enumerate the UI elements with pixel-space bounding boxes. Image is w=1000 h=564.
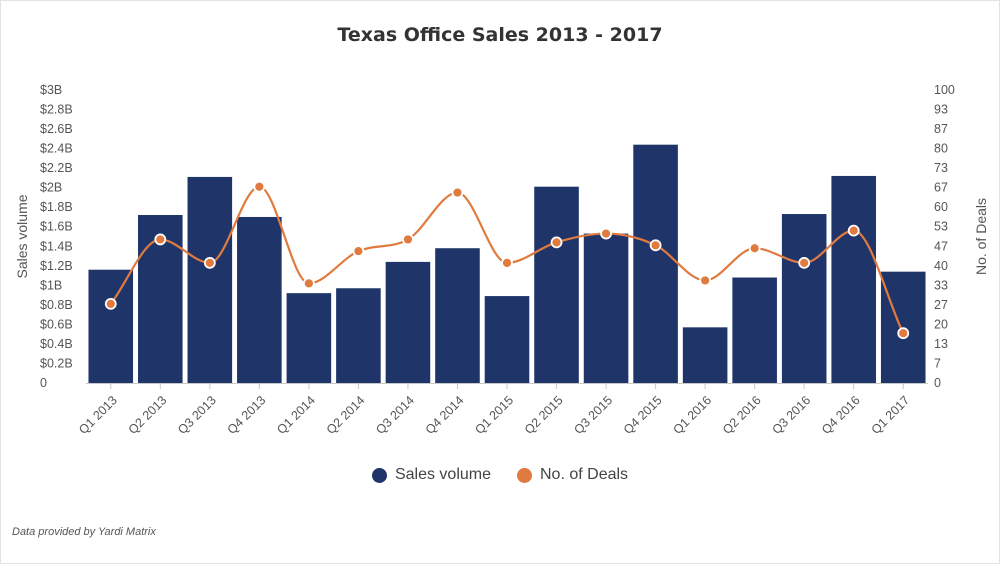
right-axis-tick-label: 27 (934, 298, 948, 312)
legend-item-no-of-deals[interactable]: No. of Deals (517, 466, 628, 484)
left-axis-tick-label: $2.6B (40, 122, 73, 136)
right-axis-tick-label: 53 (934, 220, 948, 234)
bar-sales-volume (781, 214, 827, 383)
x-axis-tick-label: Q2 2014 (324, 393, 368, 437)
right-axis-tick-label: 40 (934, 259, 948, 273)
right-axis-tick-label: 67 (934, 181, 948, 195)
legend-swatch-sales-volume (371, 467, 387, 483)
data-credit: Data provided by Yardi Matrix (12, 526, 156, 538)
line-no-of-deals (109, 185, 905, 334)
left-axis-tick-label: $0.6B (40, 317, 73, 331)
bar-sales-volume (682, 327, 728, 383)
point-no-of-deals (253, 180, 266, 193)
point-no-of-deals (154, 233, 167, 246)
left-axis-tick-label: $0.8B (40, 298, 73, 312)
point-no-of-deals (550, 236, 563, 249)
point-no-of-deals (600, 227, 612, 240)
left-axis-tick-label: $1B (40, 278, 62, 292)
point-no-of-deals (699, 274, 712, 287)
left-axis-tick-label: $1.2B (40, 259, 73, 273)
bar-sales-volume (633, 144, 678, 383)
left-axis-tick-label: $2B (40, 181, 62, 195)
x-axis-tick-label: Q4 2015 (621, 393, 665, 437)
right-axis-tick-label: 73 (934, 161, 948, 175)
bar-sales-volume (237, 216, 282, 383)
bar-sales-volume (484, 296, 530, 383)
right-axis-tick-label: 93 (934, 103, 948, 117)
legend: Sales volume No. of Deals (0, 466, 1000, 484)
x-axis-tick-label: Q1 2015 (472, 393, 516, 437)
right-axis-title: No. of Deals (973, 198, 989, 275)
left-axis-title: Sales volume (14, 194, 30, 278)
point-no-of-deals (203, 256, 216, 269)
legend-label-sales-volume: Sales volume (394, 466, 491, 483)
x-axis-tick-label: Q4 2013 (225, 393, 269, 437)
x-axis-tick-label: Q2 2013 (126, 393, 170, 437)
bar-sales-volume (336, 288, 381, 383)
right-axis-tick-label: 80 (934, 142, 948, 156)
legend-swatch-no-of-deals (517, 467, 532, 483)
bar-sales-volume (583, 233, 629, 383)
point-no-of-deals (748, 242, 761, 255)
point-no-of-deals (302, 277, 315, 290)
x-axis-tick-label: Q1 2013 (76, 393, 120, 437)
right-axis-tick-label: 60 (934, 200, 948, 214)
bar-sales-volume (732, 277, 777, 383)
left-axis-tick-label: $0.2B (40, 356, 73, 370)
point-no-of-deals (352, 245, 365, 258)
x-axis-tick-label: Q2 2016 (720, 393, 764, 437)
left-axis-tick-label: $3B (40, 83, 62, 97)
point-no-of-deals (897, 327, 910, 340)
x-axis-tick-label: Q3 2013 (175, 393, 219, 437)
left-axis-tick-label: $2.2B (40, 161, 73, 175)
bar-sales-volume (88, 269, 134, 383)
bar-sales-volume (385, 261, 431, 383)
bar-sales-volume (831, 175, 876, 383)
left-axis-tick-label: $0.4B (40, 337, 73, 351)
left-axis-tick-label: $1.6B (40, 220, 73, 234)
right-axis-tick-label: 100 (934, 83, 955, 97)
point-no-of-deals (451, 186, 464, 199)
point-no-of-deals (501, 256, 513, 269)
right-axis-tick-label: 87 (934, 122, 948, 136)
right-axis-tick-label: 33 (934, 278, 948, 292)
x-axis-tick-label: Q3 2016 (769, 393, 813, 437)
left-axis-tick-label: $2.8B (40, 103, 73, 117)
x-axis-tick-label: Q4 2014 (423, 393, 467, 437)
left-axis-tick-label: $1.8B (40, 200, 73, 214)
point-no-of-deals (798, 256, 811, 269)
right-axis-tick-label: 47 (934, 239, 948, 253)
point-no-of-deals (104, 297, 117, 310)
right-axis-tick-label: 20 (934, 317, 948, 331)
bar-sales-volume (534, 186, 579, 383)
legend-item-sales-volume[interactable]: Sales volume (371, 466, 491, 484)
x-axis-tick-label: Q1 2016 (670, 393, 714, 437)
x-axis-tick-label: Q4 2016 (819, 393, 863, 437)
x-axis-tick-label: Q3 2014 (373, 393, 417, 437)
legend-label-no-of-deals: No. of Deals (540, 466, 629, 483)
right-axis-tick-label: 0 (934, 376, 941, 390)
chart-title: Texas Office Sales 2013 - 2017 (337, 24, 663, 46)
point-no-of-deals (402, 233, 414, 246)
x-axis-tick-label: Q1 2014 (274, 393, 318, 437)
bar-sales-volume (286, 293, 332, 383)
point-no-of-deals (649, 239, 662, 252)
x-axis-tick-label: Q1 2017 (869, 393, 913, 437)
x-axis-tick-label: Q3 2015 (571, 393, 615, 437)
left-axis-tick-label: $1.4B (40, 239, 73, 253)
x-axis-tick-label: Q2 2015 (522, 393, 566, 437)
point-no-of-deals (847, 224, 860, 237)
left-axis-tick-label: $2.4B (40, 142, 73, 156)
bar-sales-volume (187, 176, 233, 383)
left-axis-tick-label: 0 (40, 376, 47, 390)
right-axis-tick-label: 7 (934, 356, 941, 370)
right-axis-tick-label: 13 (934, 337, 948, 351)
bar-sales-volume (435, 248, 480, 383)
